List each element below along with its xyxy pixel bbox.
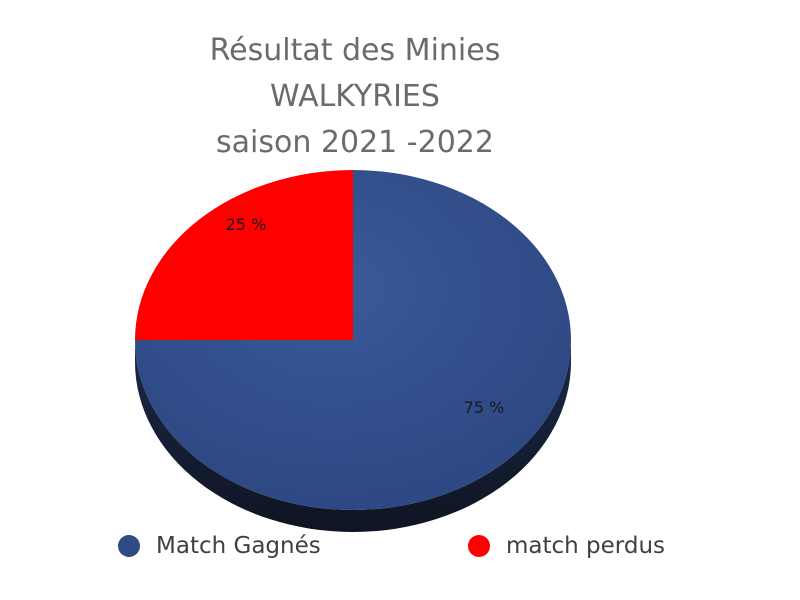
chart-title-line-2: WALKYRIES: [270, 79, 440, 114]
legend-item-match-perdus: match perdus: [468, 533, 665, 559]
data-label-match-gagn-s: 75 %: [464, 398, 505, 417]
legend-item-match-gagnes: Match Gagnés: [118, 533, 321, 559]
legend-swatch-match-gagnes: [118, 535, 140, 557]
legend-label-match-gagnes: Match Gagnés: [156, 533, 321, 559]
chart-title-line-3: saison 2021 -2022: [216, 125, 494, 160]
chart-legend: Match Gagnés match perdus: [0, 533, 800, 573]
legend-swatch-match-perdus: [468, 535, 490, 557]
pie-slice-match-perdus: [135, 170, 353, 340]
chart-title: Résultat des Minies WALKYRIES saison 202…: [0, 28, 710, 166]
data-label-match-perdus: 25 %: [226, 215, 267, 234]
legend-label-match-perdus: match perdus: [506, 533, 666, 559]
chart-title-line-1: Résultat des Minies: [209, 33, 501, 68]
